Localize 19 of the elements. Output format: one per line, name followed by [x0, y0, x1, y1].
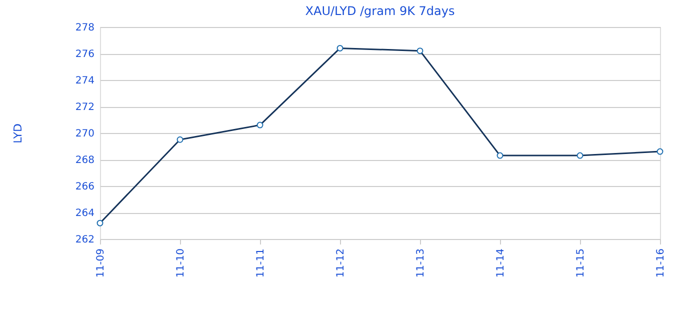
y-tick-label: 266: [75, 182, 94, 192]
x-tick-label: 11-15: [576, 248, 586, 278]
x-tick-label: 11-12: [336, 248, 346, 278]
y-tick-label: 276: [75, 49, 94, 60]
y-tick-label: 262: [75, 234, 94, 246]
x-tick-label: 11-10: [176, 248, 186, 278]
x-tick-label: 11-09: [96, 248, 106, 278]
y-axis-title: LYD: [11, 124, 24, 144]
chart-title: XAU/LYD /gram 9K 7days: [305, 4, 455, 18]
x-tick-label: 11-14: [496, 248, 506, 278]
y-tick-label: 268: [75, 155, 94, 166]
y-tick-label: 272: [75, 102, 94, 113]
y-tick-label: 278: [75, 22, 94, 34]
x-tick-label: 11-16: [656, 248, 666, 278]
y-tick-label: 270: [75, 128, 94, 140]
x-tick-label: 11-13: [416, 248, 426, 278]
y-tick-label: 264: [75, 208, 94, 219]
x-tick-label: 11-11: [256, 248, 266, 278]
y-tick-label: 274: [75, 76, 94, 86]
